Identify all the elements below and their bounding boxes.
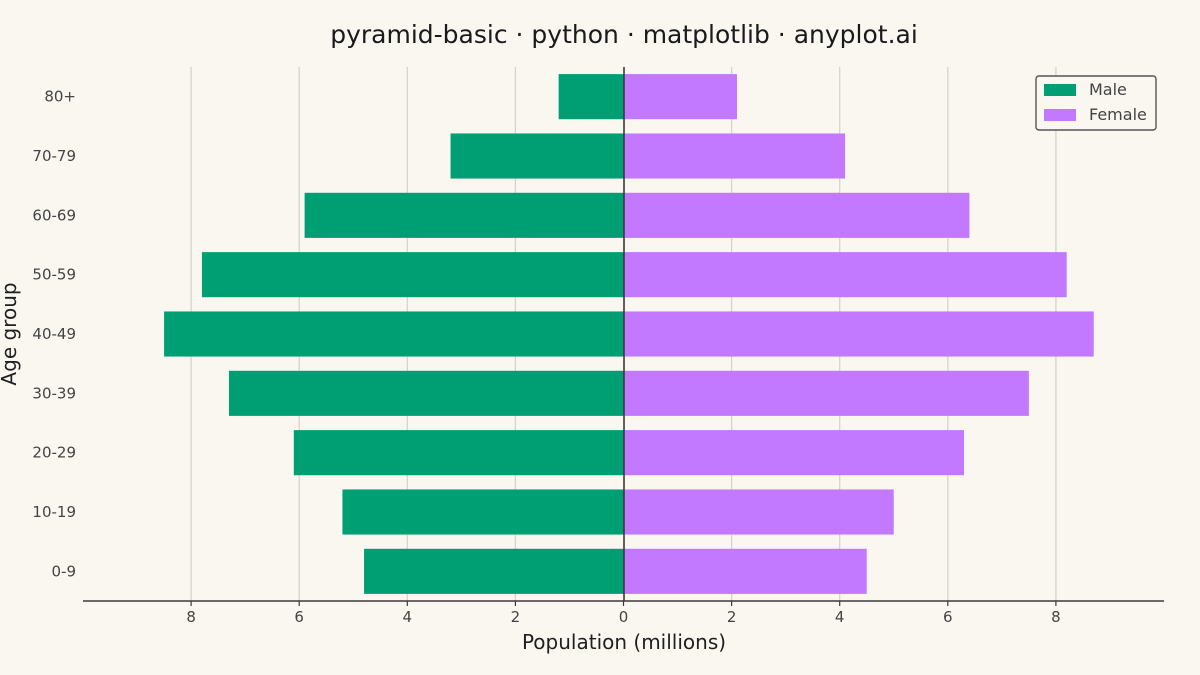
y-tick-label: 50-59	[32, 266, 76, 284]
bar-male-20-29	[293, 430, 624, 476]
legend-swatch-female	[1044, 109, 1076, 121]
x-tick-label: 8	[186, 608, 196, 626]
legend: Male Female	[1035, 75, 1157, 131]
chart-title: pyramid-basic · python · matplotlib · an…	[330, 20, 918, 49]
y-ticks: 0-9 10-19 20-29 30-39 40-49 50-59 60-69 70-79 80…	[32, 88, 76, 581]
x-tick-label: 4	[403, 608, 413, 626]
x-tick-label: 8	[1051, 608, 1061, 626]
bar-female-30-39	[623, 370, 1029, 416]
bar-female-70-79	[623, 133, 846, 179]
y-tick-label: 60-69	[32, 206, 76, 224]
bar-male-30-39	[228, 370, 624, 416]
bar-female-0-9	[623, 548, 867, 594]
bars	[164, 74, 1094, 594]
x-tick-label: 6	[294, 608, 304, 626]
y-tick-label: 0-9	[52, 562, 77, 580]
bar-female-80+	[623, 74, 738, 120]
bar-female-10-19	[623, 489, 894, 535]
y-tick-label: 20-29	[32, 444, 76, 462]
legend-label-male: Male	[1089, 80, 1127, 99]
bar-male-50-59	[201, 252, 624, 298]
y-axis-label: Age group	[0, 282, 21, 385]
x-ticks: 8 6 4 2 0 2 4 6 8	[186, 601, 1061, 626]
y-tick-label: 80+	[44, 88, 76, 106]
bar-female-40-49	[623, 311, 1094, 357]
x-axis-label: Population (millions)	[522, 630, 726, 654]
y-tick-label: 30-39	[32, 384, 76, 402]
y-tick-label: 10-19	[32, 503, 76, 521]
bar-male-70-79	[450, 133, 624, 179]
bar-female-60-69	[623, 192, 970, 238]
bar-female-50-59	[623, 252, 1067, 298]
legend-label-female: Female	[1089, 105, 1147, 124]
bar-male-80+	[558, 74, 624, 120]
y-tick-label: 40-49	[32, 325, 76, 343]
x-tick-label: 0	[619, 608, 629, 626]
bar-male-40-49	[164, 311, 624, 357]
x-tick-label: 6	[943, 608, 953, 626]
legend-swatch-male	[1044, 84, 1076, 96]
bar-female-20-29	[623, 430, 965, 476]
y-tick-label: 70-79	[32, 147, 76, 165]
bar-male-0-9	[364, 548, 624, 594]
x-tick-label: 4	[835, 608, 845, 626]
x-tick-label: 2	[727, 608, 737, 626]
x-tick-label: 2	[511, 608, 521, 626]
bar-male-60-69	[304, 192, 624, 238]
bar-male-10-19	[342, 489, 624, 535]
